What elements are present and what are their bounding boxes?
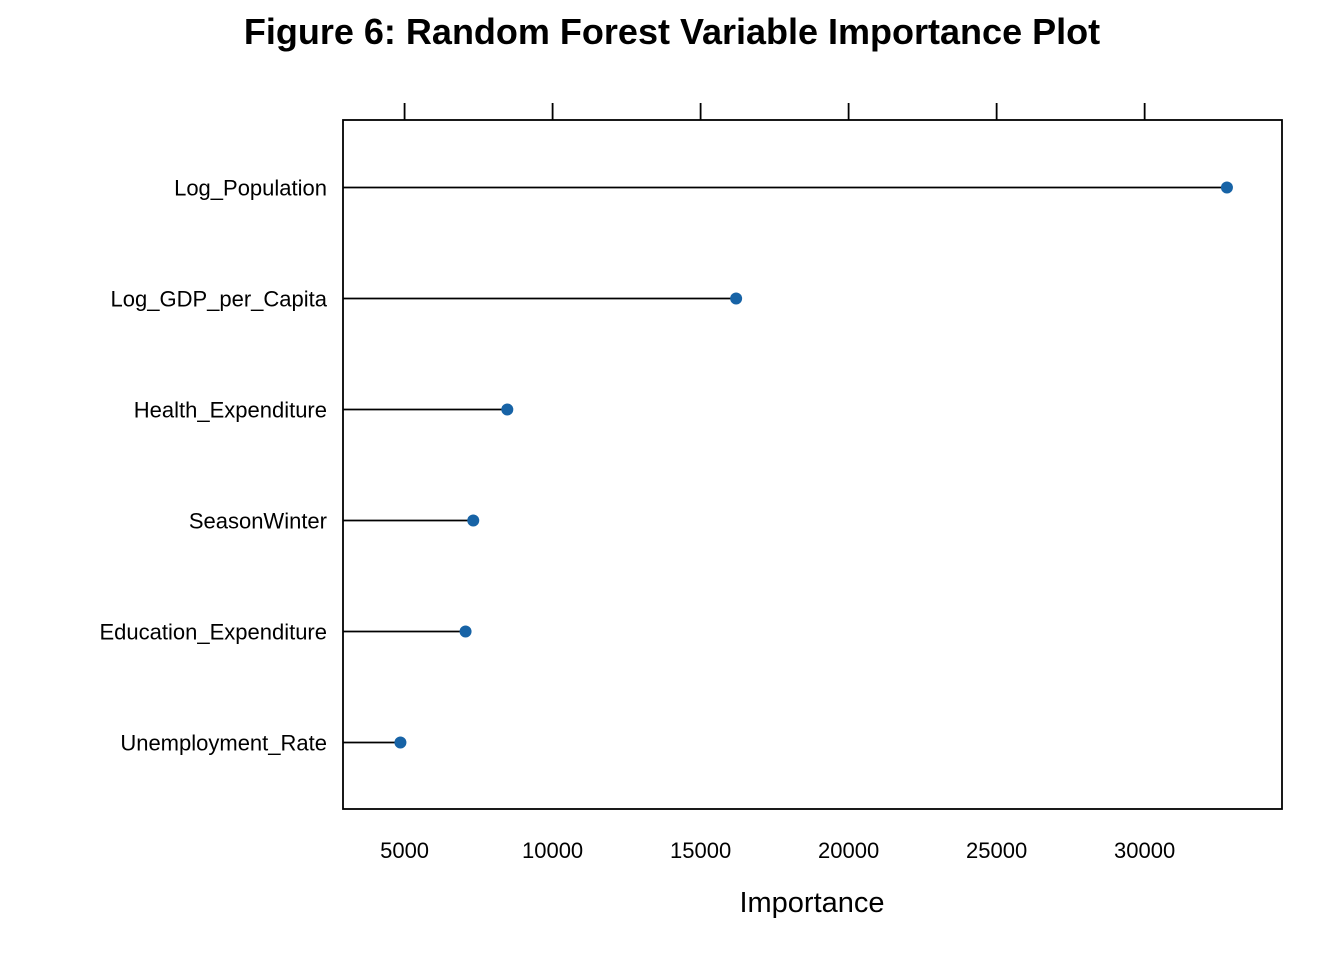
data-point-0	[1220, 181, 1233, 194]
x-tick-label-3: 20000	[818, 838, 879, 863]
chart-marks: 5000 10000 15000 20000 25000 30000 Log_Populat…	[100, 103, 1233, 863]
y-tick-label-2: Health_Expenditure	[134, 398, 327, 423]
x-tick-label-2: 15000	[670, 838, 731, 863]
x-tick-label-1: 10000	[522, 838, 583, 863]
x-tick-label-4: 25000	[966, 838, 1027, 863]
x-tick-label-0: 5000	[380, 838, 429, 863]
data-point-3	[467, 514, 480, 527]
data-point-5	[394, 736, 407, 749]
data-point-2	[501, 403, 514, 416]
data-point-4	[459, 625, 472, 638]
y-tick-label-4: Education_Expenditure	[100, 620, 328, 645]
y-tick-label-0: Log_Population	[174, 176, 327, 201]
plot-frame	[342, 119, 1283, 810]
data-point-1	[730, 292, 743, 305]
x-axis-title: Importance	[739, 887, 884, 919]
y-tick-label-5: Unemployment_Rate	[120, 731, 327, 756]
y-tick-label-1: Log_GDP_per_Capita	[111, 287, 328, 312]
y-tick-label-3: SeasonWinter	[189, 509, 327, 534]
x-tick-label-5: 30000	[1114, 838, 1175, 863]
chart-title: Figure 6: Random Forest Variable Importa…	[244, 11, 1100, 52]
